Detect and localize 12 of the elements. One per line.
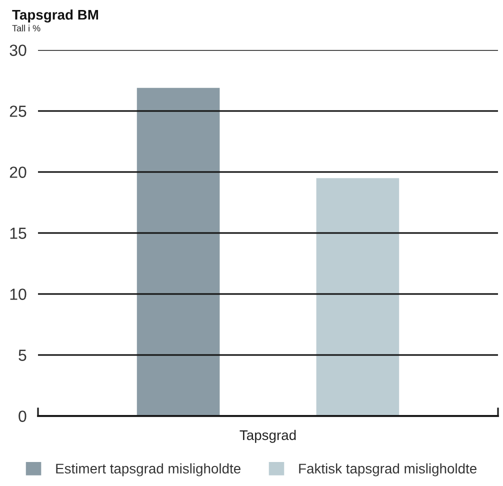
chart-title: Tapsgrad BM — [12, 9, 98, 23]
y-tick-label: 0 — [18, 410, 26, 422]
y-tick-label: 20 — [10, 166, 26, 178]
chart-subtitle: Tall i % — [12, 24, 40, 32]
y-tick-label: 30 — [10, 44, 26, 56]
y-tick-label: 5 — [18, 350, 26, 361]
y-tick-label: 25 — [10, 106, 26, 117]
legend-label: Faktisk tapsgrad misligholdte — [299, 463, 476, 476]
x-tick-label: Tapsgrad — [240, 430, 296, 443]
y-tick-label: 15 — [10, 228, 26, 239]
y-tick-label: 10 — [10, 288, 26, 300]
legend-label: Estimert tapsgrad misligholdte — [56, 463, 240, 476]
